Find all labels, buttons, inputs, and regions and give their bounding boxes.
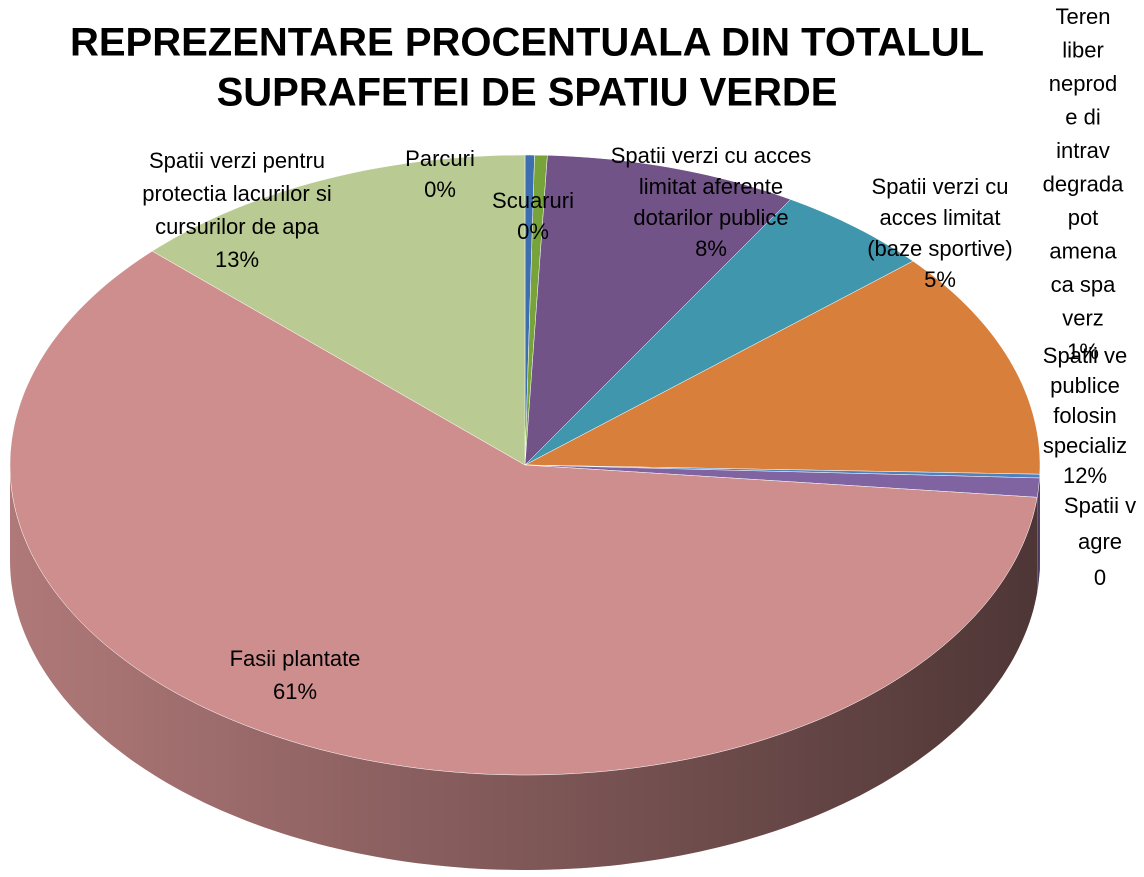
slice-label: (baze sportive) [867, 236, 1013, 261]
slice-side-shade [1037, 478, 1040, 593]
slice-value-label: 5% [924, 267, 956, 292]
slice-label: cursurilor de apa [155, 214, 320, 239]
slice-value-label: 0% [424, 177, 456, 202]
slice [524, 155, 792, 466]
slice-label: dotarilor publice [633, 205, 788, 230]
slice-label: Spatii verzi pentru [149, 148, 325, 173]
slice-label: folosin [1053, 403, 1117, 428]
slice [9, 250, 1038, 776]
slice-label: pot [1068, 205, 1099, 230]
chart-title: SUPRAFETEI DE SPATIU VERDE [217, 71, 838, 115]
slice-label: Scuaruri [492, 188, 574, 213]
slice-label: amena [1049, 238, 1117, 263]
slice-label: Teren [1055, 4, 1110, 29]
slice-label: Fasii plantate [230, 646, 361, 671]
slice-label: Spatii ve [1043, 343, 1127, 368]
slice-label: e di [1065, 104, 1100, 129]
slice [151, 154, 526, 466]
slice-label: liber [1062, 37, 1104, 62]
slice [524, 199, 914, 466]
slice-value-label: 13% [215, 247, 259, 272]
slice-side-shade [10, 465, 1038, 870]
slice-value-label: 0% [517, 219, 549, 244]
slice-label: ca spa [1051, 272, 1117, 297]
slice-value-label: 8% [695, 236, 727, 261]
slice-label: protectia lacurilor si [142, 181, 332, 206]
slice-label: Spatii v [1064, 493, 1136, 518]
slice-value-label: 1% [1067, 339, 1099, 364]
slice-label: limitat aferente [639, 174, 783, 199]
slice-label: degrada [1043, 171, 1125, 196]
slice-label: publice [1050, 373, 1120, 398]
slice-label: verz [1062, 305, 1104, 330]
slice [524, 260, 1041, 475]
slice-value-label: 0 [1094, 565, 1106, 590]
slice-label: Parcuri [405, 146, 475, 171]
slice-label: acces limitat [879, 205, 1000, 230]
slice-label: neprod [1049, 71, 1118, 96]
slice-value-label: 61% [273, 679, 317, 704]
slice-label: intrav [1056, 138, 1110, 163]
slice-label: specializ [1043, 433, 1127, 458]
slice-label: Spatii verzi cu [872, 174, 1009, 199]
slice-value-label: 12% [1063, 463, 1107, 488]
chart-title: REPREZENTARE PROCENTUALA DIN TOTALUL [70, 21, 984, 65]
slice-label: agre [1078, 529, 1122, 554]
slice-label: Spatii verzi cu acces [611, 143, 812, 168]
